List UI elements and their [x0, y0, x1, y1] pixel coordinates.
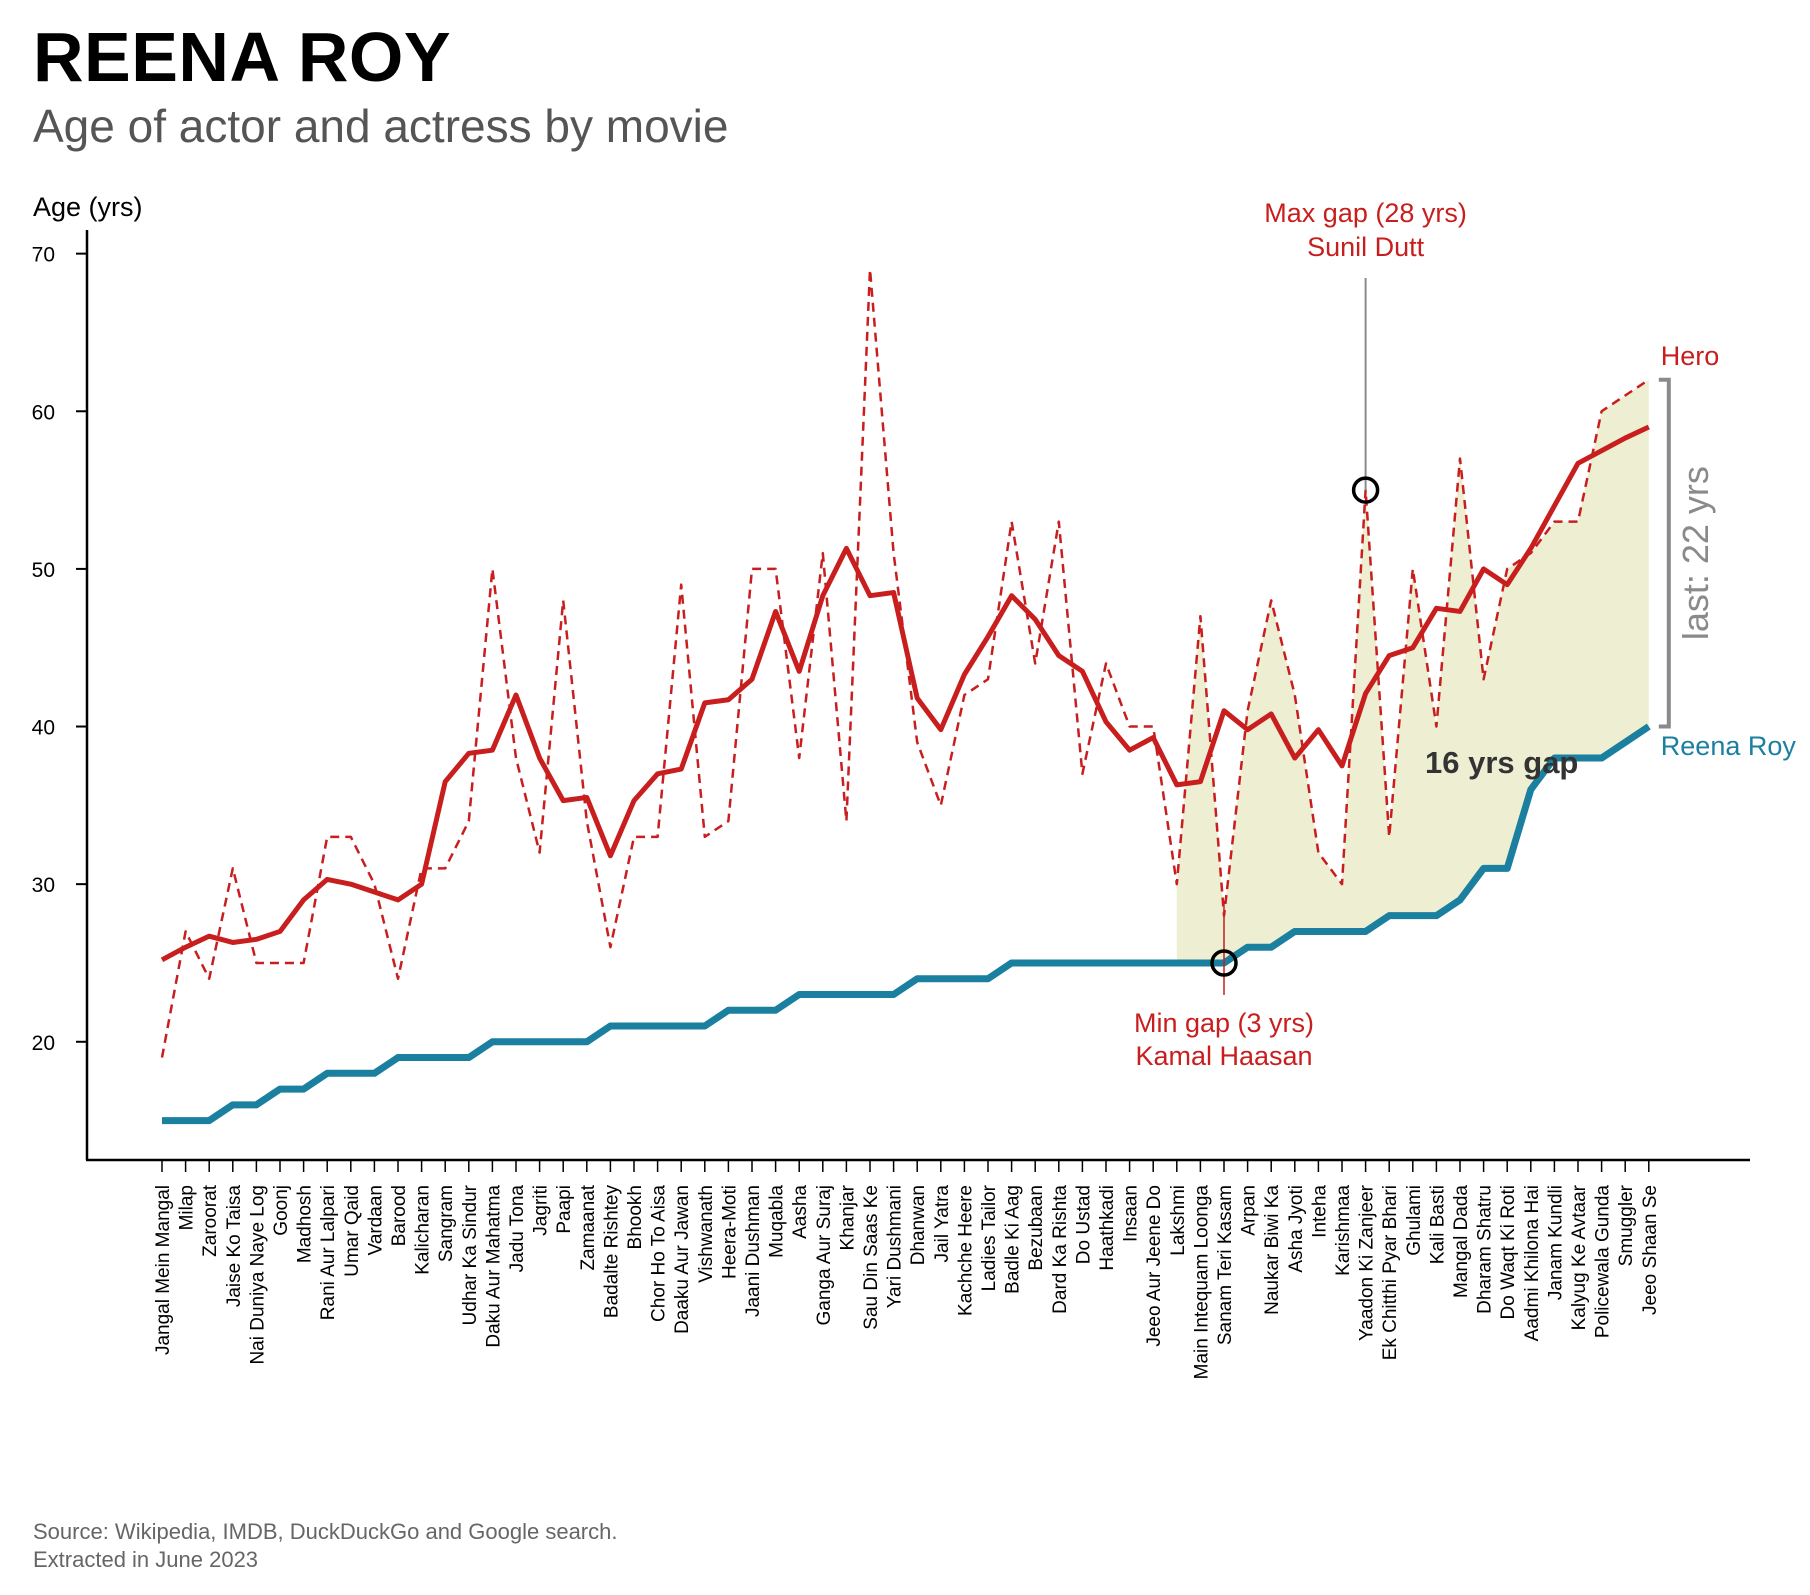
x-tick-label: Umar Qaid — [342, 1185, 363, 1277]
gap-area — [1176, 379, 1649, 963]
x-tick-label: Goonj — [271, 1185, 292, 1236]
x-tick-label: Kalicharan — [413, 1185, 434, 1275]
source-line-1: Source: Wikipedia, IMDB, DuckDuckGo and … — [33, 1519, 618, 1544]
y-tick-label: 50 — [32, 559, 55, 582]
x-tick-label: Yari Dushmani — [885, 1185, 906, 1308]
x-tick-label: Bezubaan — [1026, 1185, 1047, 1271]
hero-end-label: Hero — [1661, 341, 1720, 371]
min-gap-actor: Kamal Haasan — [1135, 1041, 1312, 1071]
x-tick-label: Yaadon Ki Zanjeer — [1357, 1184, 1378, 1341]
x-tick-label: Khanjar — [837, 1184, 858, 1250]
x-tick-label: Policewala Gunda — [1593, 1185, 1614, 1339]
y-tick-label: 70 — [32, 244, 55, 267]
x-tick-label: Do Ustad — [1073, 1185, 1094, 1264]
x-tick-label: Lakshmi — [1168, 1185, 1189, 1256]
x-tick-label: Bhookh — [625, 1185, 646, 1249]
actress-age-line — [162, 723, 1651, 1125]
x-tick-label: Vishwanath — [696, 1185, 717, 1283]
x-tick-label: Udhar Ka Sindur — [460, 1184, 481, 1325]
x-tick-label: Kalyug Ke Avtaar — [1569, 1184, 1590, 1330]
hero-trend-line — [160, 424, 1650, 963]
x-ticks: Jangal Mein Mangal Milap Zaroorat Jaise Ko … — [153, 1160, 1661, 1379]
x-tick-label: Badle Ki Aag — [1003, 1185, 1024, 1294]
x-tick-label: Haathkadi — [1097, 1185, 1118, 1271]
x-tick-label: Jaise Ko Taisa — [224, 1185, 245, 1308]
x-tick-label: Karishmaa — [1333, 1185, 1354, 1276]
x-tick-label: Badalte Rishtey — [601, 1185, 622, 1319]
max-gap-label: Max gap (28 yrs) — [1264, 198, 1467, 228]
hero-age-line — [160, 268, 1650, 1058]
y-axis-label: Age (yrs) — [33, 192, 143, 222]
max-gap-marker — [1351, 476, 1380, 504]
x-tick-label: Janam Kundli — [1545, 1185, 1566, 1300]
x-tick-label: Dard Ka Rishta — [1050, 1185, 1071, 1314]
x-tick-label: Mangal Dada — [1451, 1185, 1472, 1298]
avg-gap-label: 16 yrs gap — [1425, 745, 1578, 780]
x-tick-label: Zaroorat — [200, 1184, 221, 1257]
x-tick-label: Sanam Teri Kasam — [1215, 1185, 1236, 1345]
x-tick-label: Do Waqt Ki Roti — [1498, 1185, 1519, 1319]
x-tick-label: Rani Aur Lalpari — [318, 1185, 339, 1320]
last-gap-label: last: 22 yrs — [1675, 466, 1716, 640]
x-tick-label: Kachche Heere — [955, 1185, 976, 1316]
x-tick-label: Insaan — [1121, 1185, 1142, 1242]
y-tick-label: 30 — [32, 874, 55, 897]
x-tick-label: Dhanwan — [908, 1185, 929, 1265]
x-tick-label: Jaani Dushman — [743, 1185, 764, 1317]
x-tick-label: Nai Duniya Naye Log — [247, 1185, 268, 1365]
x-tick-label: Jeeo Aur Jeene Do — [1144, 1185, 1165, 1347]
x-tick-label: Ek Chitthi Pyar Bhari — [1380, 1185, 1401, 1360]
chart-subtitle: Age of actor and actress by movie — [33, 100, 729, 152]
x-tick-label: Dharam Shatru — [1475, 1185, 1496, 1314]
x-tick-label: Jadu Tona — [507, 1185, 528, 1273]
x-tick-label: Ganga Aur Suraj — [814, 1185, 835, 1325]
x-tick-label: Jail Yatra — [932, 1185, 953, 1263]
x-tick-label: Chor Ho To Aisa — [649, 1185, 670, 1322]
y-tick-label: 20 — [32, 1032, 55, 1055]
x-tick-label: Heera-Moti — [719, 1185, 740, 1279]
x-tick-label: Daku Aur Mahatma — [483, 1185, 504, 1348]
x-tick-label: Jagriti — [531, 1185, 552, 1236]
x-tick-label: Smuggler — [1616, 1184, 1637, 1266]
x-tick-label: Naukar Biwi Ka — [1262, 1185, 1283, 1315]
source-line-2: Extracted in June 2023 — [33, 1547, 259, 1572]
gap-fill-layer — [1176, 379, 1649, 963]
max-gap-actor: Sunil Dutt — [1307, 232, 1425, 262]
x-tick-label: Sau Din Saas Ke — [861, 1185, 882, 1330]
x-tick-label: Vardaan — [365, 1185, 386, 1255]
y-ticks: 20 30 40 50 60 70 — [32, 244, 87, 1055]
min-gap-marker — [1210, 949, 1238, 977]
series-layer — [160, 268, 1651, 1125]
source-note: Source: Wikipedia, IMDB, DuckDuckGo and … — [33, 1518, 617, 1574]
y-tick-label: 40 — [32, 717, 55, 740]
min-gap-label: Min gap (3 yrs) — [1134, 1008, 1314, 1038]
x-tick-label: Main Intequam Loonga — [1191, 1185, 1212, 1380]
x-tick-label: Ladies Tailor — [979, 1184, 1000, 1291]
x-tick-label: Ghulami — [1404, 1185, 1425, 1256]
actress-end-label: Reena Roy — [1661, 731, 1797, 761]
x-tick-label: Barood — [389, 1185, 410, 1246]
y-tick-label: 60 — [32, 401, 55, 424]
x-tick-label: Asha Jyoti — [1286, 1185, 1307, 1273]
x-tick-label: Paapi — [554, 1185, 575, 1234]
x-tick-label: Kali Basti — [1427, 1185, 1448, 1264]
x-tick-label: Jeeo Shaan Se — [1640, 1185, 1661, 1315]
x-tick-label: Zamaanat — [578, 1184, 599, 1270]
x-tick-label: Milap — [177, 1185, 198, 1230]
x-tick-label: Inteha — [1309, 1185, 1330, 1238]
axes: Age (yrs) — [33, 192, 1750, 1162]
x-tick-label: Sangram — [436, 1185, 457, 1262]
x-tick-label: Daaku Aur Jawan — [672, 1185, 693, 1334]
x-tick-label: Aasha — [790, 1185, 811, 1239]
x-tick-label: Madhosh — [295, 1185, 316, 1263]
x-tick-label: Muqabla — [767, 1185, 788, 1258]
annotations: Max gap (28 yrs) Sunil Dutt Min gap (3 y… — [1134, 198, 1796, 1071]
x-tick-label: Arpan — [1239, 1185, 1260, 1236]
chart-title: REENA ROY — [33, 18, 452, 96]
x-tick-label: Jangal Mein Mangal — [153, 1185, 174, 1355]
last-gap-bracket — [1658, 377, 1671, 729]
x-tick-label: Aadmi Khilona Hai — [1522, 1185, 1543, 1341]
